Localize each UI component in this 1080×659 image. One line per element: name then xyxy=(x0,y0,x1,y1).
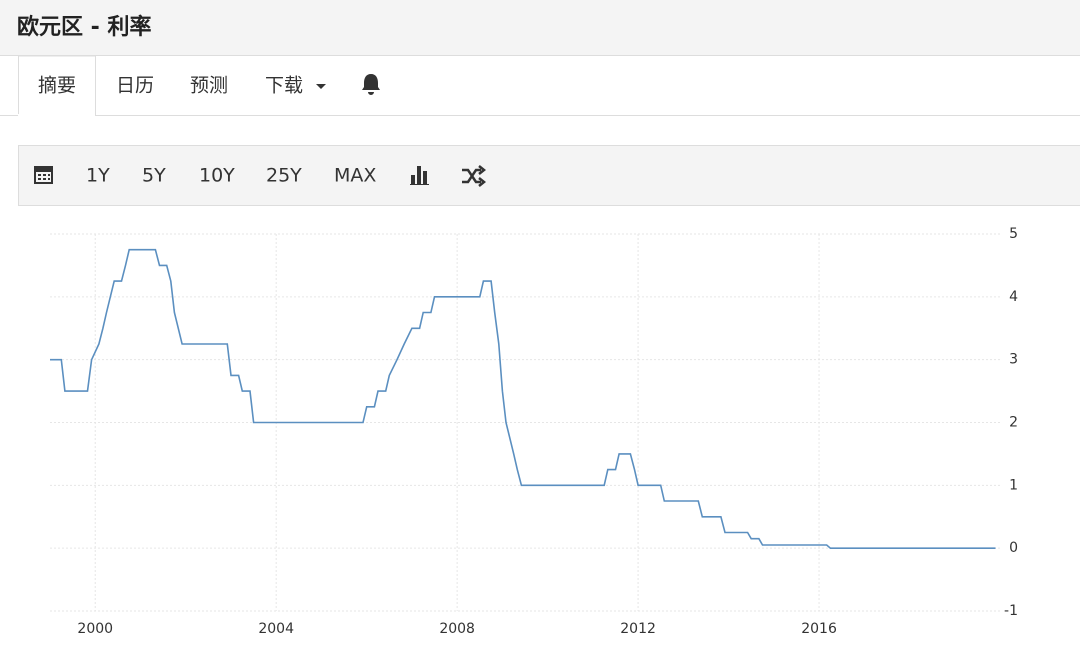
x-tick-label: 2016 xyxy=(801,621,837,637)
calendar-icon[interactable] xyxy=(34,166,53,184)
x-tick-label: 2012 xyxy=(620,621,656,637)
y-tick-label: 0 xyxy=(1009,540,1018,556)
caret xyxy=(316,84,326,89)
x-tick-label: 2000 xyxy=(77,621,113,637)
chart: -1 0 1 2 3 4 5 2000 2004 2008 2012 2016 xyxy=(50,226,1018,637)
tab[interactable]: 预测 xyxy=(190,75,228,97)
y-tick-label: 3 xyxy=(1009,352,1018,368)
range-button[interactable]: 5Y xyxy=(142,165,166,187)
range-button[interactable]: 1Y xyxy=(86,165,110,187)
y-tick-label: 5 xyxy=(1009,226,1018,242)
bar-chart-icon[interactable] xyxy=(410,166,429,185)
y-tick-label: 2 xyxy=(1009,415,1018,431)
bell-icon[interactable] xyxy=(362,74,380,95)
active-tab-gap xyxy=(18,114,95,117)
x-tick-label: 2004 xyxy=(258,621,294,637)
y-tick-label: 4 xyxy=(1009,289,1018,305)
toolbar xyxy=(18,145,1080,206)
active-tab[interactable] xyxy=(18,55,96,116)
range-button[interactable]: MAX xyxy=(334,165,376,187)
y-tick-label: -1 xyxy=(1004,603,1018,619)
range-button[interactable]: 25Y xyxy=(266,165,302,187)
tab[interactable]: 日历 xyxy=(116,75,154,97)
y-tick-label: 1 xyxy=(1009,477,1018,493)
tab[interactable]: 下载 xyxy=(265,75,303,97)
x-tick-label: 2008 xyxy=(439,621,475,637)
shuffle-icon[interactable] xyxy=(462,165,487,187)
tab[interactable]: 摘要 xyxy=(38,75,76,97)
title-bar xyxy=(0,0,1080,55)
range-button[interactable]: 10Y xyxy=(199,165,235,187)
calendar-face xyxy=(36,172,51,182)
page-title: 欧元区 - 利率 xyxy=(17,14,151,40)
rate-line xyxy=(50,248,996,549)
calendar-days xyxy=(38,174,50,180)
